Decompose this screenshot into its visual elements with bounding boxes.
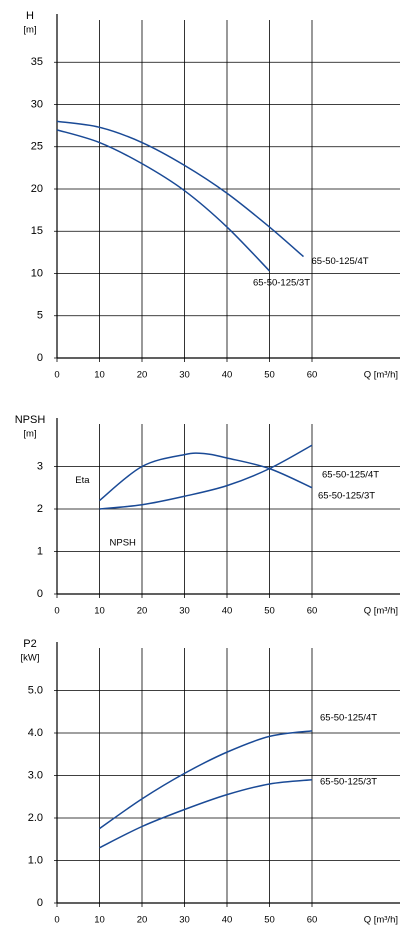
y-tick-label: 0 xyxy=(37,897,43,909)
x-axis-label: Q [m³/h] xyxy=(364,915,398,926)
x-tick-label: 10 xyxy=(94,370,105,381)
series-line xyxy=(56,129,271,272)
y-axis-label: P2 xyxy=(23,638,36,650)
x-tick-label: 20 xyxy=(137,915,148,926)
x-axis-label: Q [m³/h] xyxy=(364,606,398,617)
y-tick-label: 5.0 xyxy=(28,684,43,696)
y-axis-unit: [kW] xyxy=(21,653,40,664)
x-tick-label: 40 xyxy=(222,370,233,381)
x-tick-label: 60 xyxy=(307,370,318,381)
y-axis-unit: [m] xyxy=(23,429,36,440)
y-tick-label: 10 xyxy=(31,267,43,279)
x-tick-label: 0 xyxy=(54,606,59,617)
x-tick-label: 40 xyxy=(222,915,233,926)
x-tick-label: 20 xyxy=(137,370,148,381)
x-tick-label: 20 xyxy=(137,606,148,617)
y-axis-label: NPSH xyxy=(15,414,46,426)
annotation: 65-50-125/3T xyxy=(318,491,375,502)
y-tick-label: 0 xyxy=(37,588,43,600)
series-line xyxy=(99,452,313,502)
y-tick-label: 3.0 xyxy=(28,769,43,781)
x-tick-label: 10 xyxy=(94,915,105,926)
x-tick-label: 40 xyxy=(222,606,233,617)
series-label: NPSH xyxy=(110,538,137,549)
y-axis-unit: [m] xyxy=(23,25,36,36)
y-tick-label: 2.0 xyxy=(28,812,43,824)
y-tick-label: 15 xyxy=(31,225,43,237)
x-tick-label: 30 xyxy=(179,370,190,381)
series-label: 65-50-125/3T xyxy=(320,776,377,787)
series-label: 65-50-125/3T xyxy=(253,277,310,288)
y-tick-label: 0 xyxy=(37,352,43,364)
x-tick-label: 60 xyxy=(307,915,318,926)
y-tick-label: 3 xyxy=(37,460,43,472)
x-tick-label: 0 xyxy=(54,915,59,926)
y-axis-label: H xyxy=(26,10,34,22)
series-label: Eta xyxy=(75,475,90,486)
series-label: 65-50-125/4T xyxy=(320,712,377,723)
y-tick-label: 30 xyxy=(31,98,43,110)
series-line xyxy=(99,444,313,510)
x-tick-label: 10 xyxy=(94,606,105,617)
x-tick-label: 0 xyxy=(54,370,59,381)
y-tick-label: 2 xyxy=(37,503,43,515)
x-tick-label: 30 xyxy=(179,606,190,617)
x-tick-label: 60 xyxy=(307,606,318,617)
x-tick-label: 50 xyxy=(264,370,275,381)
y-tick-label: 1.0 xyxy=(28,854,43,866)
annotation: 65-50-125/4T xyxy=(322,470,379,481)
x-tick-label: 50 xyxy=(264,606,275,617)
series-line xyxy=(56,120,304,258)
y-tick-label: 35 xyxy=(31,56,43,68)
x-tick-label: 30 xyxy=(179,915,190,926)
x-axis-label: Q [m³/h] xyxy=(364,370,398,381)
series-line xyxy=(99,779,313,849)
x-tick-label: 50 xyxy=(264,915,275,926)
y-tick-label: 1 xyxy=(37,545,43,557)
series-line xyxy=(99,730,313,830)
y-tick-label: 4.0 xyxy=(28,727,43,739)
y-tick-label: 25 xyxy=(31,141,43,153)
y-tick-label: 5 xyxy=(37,310,43,322)
series-label: 65-50-125/4T xyxy=(312,256,369,267)
y-tick-label: 20 xyxy=(31,183,43,195)
